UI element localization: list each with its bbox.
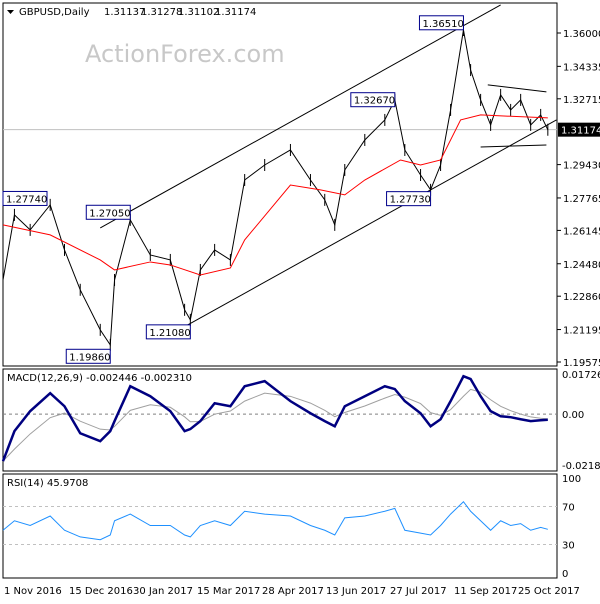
x-tick-label: 11 Sep 2017 xyxy=(454,586,517,597)
watermark: ActionForex.com xyxy=(85,40,285,68)
x-tick-label: 25 Oct 2017 xyxy=(518,586,580,597)
macd-title: MACD(12,26,9) -0.002446 -0.002310 xyxy=(7,373,192,384)
macd-signal-line xyxy=(2,388,548,462)
current-price-badge xyxy=(558,122,600,137)
price-annotation-box xyxy=(350,92,396,108)
ohlc-high: 1.31278 xyxy=(141,7,182,18)
macd-y-tick-label: 0.017267 xyxy=(562,370,600,381)
y-tick-label: 1.26145 xyxy=(563,226,600,237)
x-tick-label: 15 Mar 2017 xyxy=(197,586,260,597)
y-tick-label: 1.21195 xyxy=(563,326,600,337)
rsi-y-tick-label: 100 xyxy=(562,474,581,485)
y-tick-label: 1.29430 xyxy=(563,161,600,172)
rsi-line xyxy=(2,500,548,541)
macd-y-tick-label: -0.021852 xyxy=(562,461,600,472)
price-annotation-label: 1.21080 xyxy=(149,328,190,339)
y-tick-label: 1.36000 xyxy=(563,29,600,40)
symbol-label: GBPUSD,Daily xyxy=(19,7,90,18)
x-tick-label: 30 Jan 2017 xyxy=(133,586,193,597)
y-tick-label: 1.24480 xyxy=(563,260,600,271)
trendline xyxy=(99,4,501,229)
menu-triangle-icon[interactable] xyxy=(7,10,14,14)
price-annotation-box xyxy=(85,204,131,220)
x-tick-label: 1 Nov 2016 xyxy=(4,586,62,597)
ohlc-low: 1.31102 xyxy=(178,7,219,18)
ohlc-open: 1.31137 xyxy=(104,7,145,18)
rsi-y-tick-label: 30 xyxy=(562,541,575,552)
price-annotation-box xyxy=(418,15,464,31)
price-annotation-label: 1.27730 xyxy=(390,195,431,206)
x-tick-label: 28 Apr 2017 xyxy=(262,586,324,597)
x-tick-label: 27 Jul 2017 xyxy=(390,586,447,597)
price-annotation-label: 1.32670 xyxy=(354,96,395,107)
trendline xyxy=(487,84,547,93)
price-annotation-label: 1.27050 xyxy=(89,208,130,219)
macd-y-tick-label: 0.00 xyxy=(562,410,584,421)
macd-line xyxy=(1,374,548,462)
x-tick-label: 13 Jun 2017 xyxy=(326,586,386,597)
trendline xyxy=(178,119,557,331)
rsi-y-tick-label: 0 xyxy=(562,569,568,580)
macd-panel: MACD(12,26,9) -0.002446 -0.002310 0.0172… xyxy=(1,368,600,472)
moving-average-line xyxy=(2,114,548,276)
ohlc-close: 1.31174 xyxy=(215,7,256,18)
y-tick-label: 1.27765 xyxy=(563,194,600,205)
price-annotation-label: 1.36510 xyxy=(422,19,463,30)
rsi-panel: RSI(14) 45.9708 100 70 30 0 xyxy=(2,473,581,580)
price-annotation-box xyxy=(145,324,191,340)
x-axis: 1 Nov 2016 15 Dec 2016 30 Jan 2017 15 Mar 2… xyxy=(4,586,580,597)
rsi-y-tick-label: 70 xyxy=(562,503,575,514)
price-annotation-label: 1.19860 xyxy=(69,352,110,363)
price-line xyxy=(2,29,549,347)
y-tick-label: 1.32715 xyxy=(563,95,600,106)
price-annotation-box xyxy=(2,190,48,206)
y-tick-label: 1.34335 xyxy=(563,62,600,73)
price-annotation-label: 1.27740 xyxy=(6,194,47,205)
trendline xyxy=(480,144,547,148)
rsi-title: RSI(14) 45.9708 xyxy=(7,478,88,489)
y-tick-label: 1.22860 xyxy=(563,292,600,303)
x-tick-label: 15 Dec 2016 xyxy=(69,586,133,597)
current-price-label: 1.31174 xyxy=(561,126,600,137)
y-tick-label: 1.19575 xyxy=(563,358,600,369)
price-annotation-box xyxy=(65,348,111,364)
price-annotation-box xyxy=(386,191,432,207)
price-panel: ActionForex.com GBPUSD,Daily 1.31137 1.3… xyxy=(2,2,600,369)
